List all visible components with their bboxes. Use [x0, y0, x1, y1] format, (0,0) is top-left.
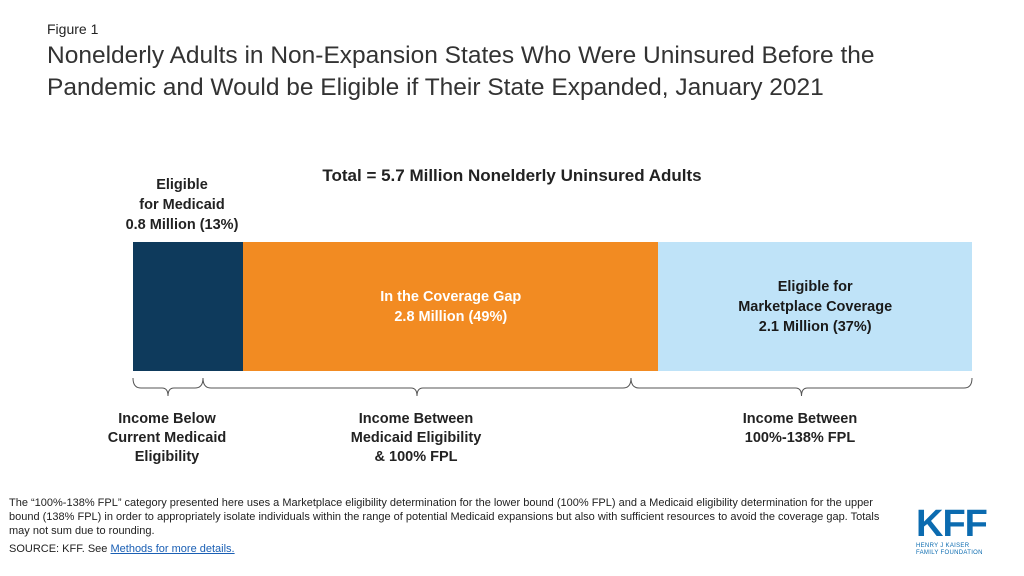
segment-label-line: Eligible	[156, 177, 208, 193]
income-label-coverage-gap: Income Between Medicaid Eligibility & 100%…	[316, 410, 516, 467]
kff-logo-subtext-2: FAMILY FOUNDATION	[916, 550, 983, 556]
segment-label-medicaid: Eligible for Medicaid 0.8 Million (13%)	[96, 175, 268, 235]
income-label-line: Current Medicaid	[107, 430, 227, 446]
methods-link[interactable]: Methods for more details.	[110, 543, 235, 555]
income-label-marketplace: Income Between 100%-138% FPL	[700, 410, 900, 448]
segment-label-line: 0.8 Million (13%)	[125, 217, 239, 233]
segment-label-line: for Medicaid	[139, 197, 225, 213]
bar-segment-label: Eligible for Marketplace Coverage 2.1 Mill…	[738, 277, 892, 337]
source-prefix: SOURCE: KFF. See	[9, 543, 111, 555]
income-label-line: Medicaid Eligibility	[350, 430, 482, 446]
income-label-medicaid: Income Below Current Medicaid Eligibility	[92, 410, 242, 467]
income-brace-medicaid	[132, 378, 204, 397]
chart-title: Nonelderly Adults in Non-Expansion State…	[47, 42, 875, 101]
bar-segment-label-line: In the Coverage Gap	[380, 288, 522, 305]
kff-logo-subtext-1: HENRY J KAISER	[916, 543, 970, 549]
kff-logo-text: KFF	[916, 503, 988, 545]
bar-segment-coverage-gap: In the Coverage Gap 2.8 Million (49%)	[243, 242, 659, 371]
bar-segment-label-line: 2.8 Million (49%)	[394, 308, 508, 325]
source-line: SOURCE: KFF. See Methods for more detail…	[9, 543, 235, 555]
bar-segment-marketplace: Eligible for Marketplace Coverage 2.1 Mill…	[658, 242, 972, 371]
income-label-line: Eligibility	[134, 449, 200, 465]
stacked-bar: In the Coverage Gap 2.8 Million (49%) Elig…	[133, 242, 972, 371]
figure-label: Figure 1	[47, 21, 99, 37]
bar-segment-label-line: 2.1 Million (37%)	[758, 318, 872, 335]
bar-segment-medicaid	[133, 242, 244, 371]
chart-total-label: Total = 5.7 Million Nonelderly Uninsured…	[0, 166, 1024, 186]
footnote: The “100%-138% FPL” category presented h…	[9, 497, 880, 537]
chart-total-text: Total = 5.7 Million Nonelderly Uninsured…	[322, 166, 702, 185]
bar-segment-label-line: Eligible for	[777, 278, 853, 295]
kff-logo: KFF HENRY J KAISER FAMILY FOUNDATION	[916, 505, 996, 557]
income-braces	[132, 378, 973, 397]
income-label-line: Income Between	[742, 411, 858, 427]
income-brace-marketplace	[630, 378, 973, 397]
bar-segment-label: In the Coverage Gap 2.8 Million (49%)	[380, 287, 521, 327]
income-label-line: Income Below	[118, 411, 216, 427]
income-label-line: & 100% FPL	[374, 449, 458, 465]
bar-segment-label-line: Marketplace Coverage	[738, 298, 893, 315]
income-label-line: Income Between	[358, 411, 474, 427]
income-label-line: 100%-138% FPL	[744, 430, 856, 446]
income-brace-coverage-gap	[202, 378, 632, 397]
